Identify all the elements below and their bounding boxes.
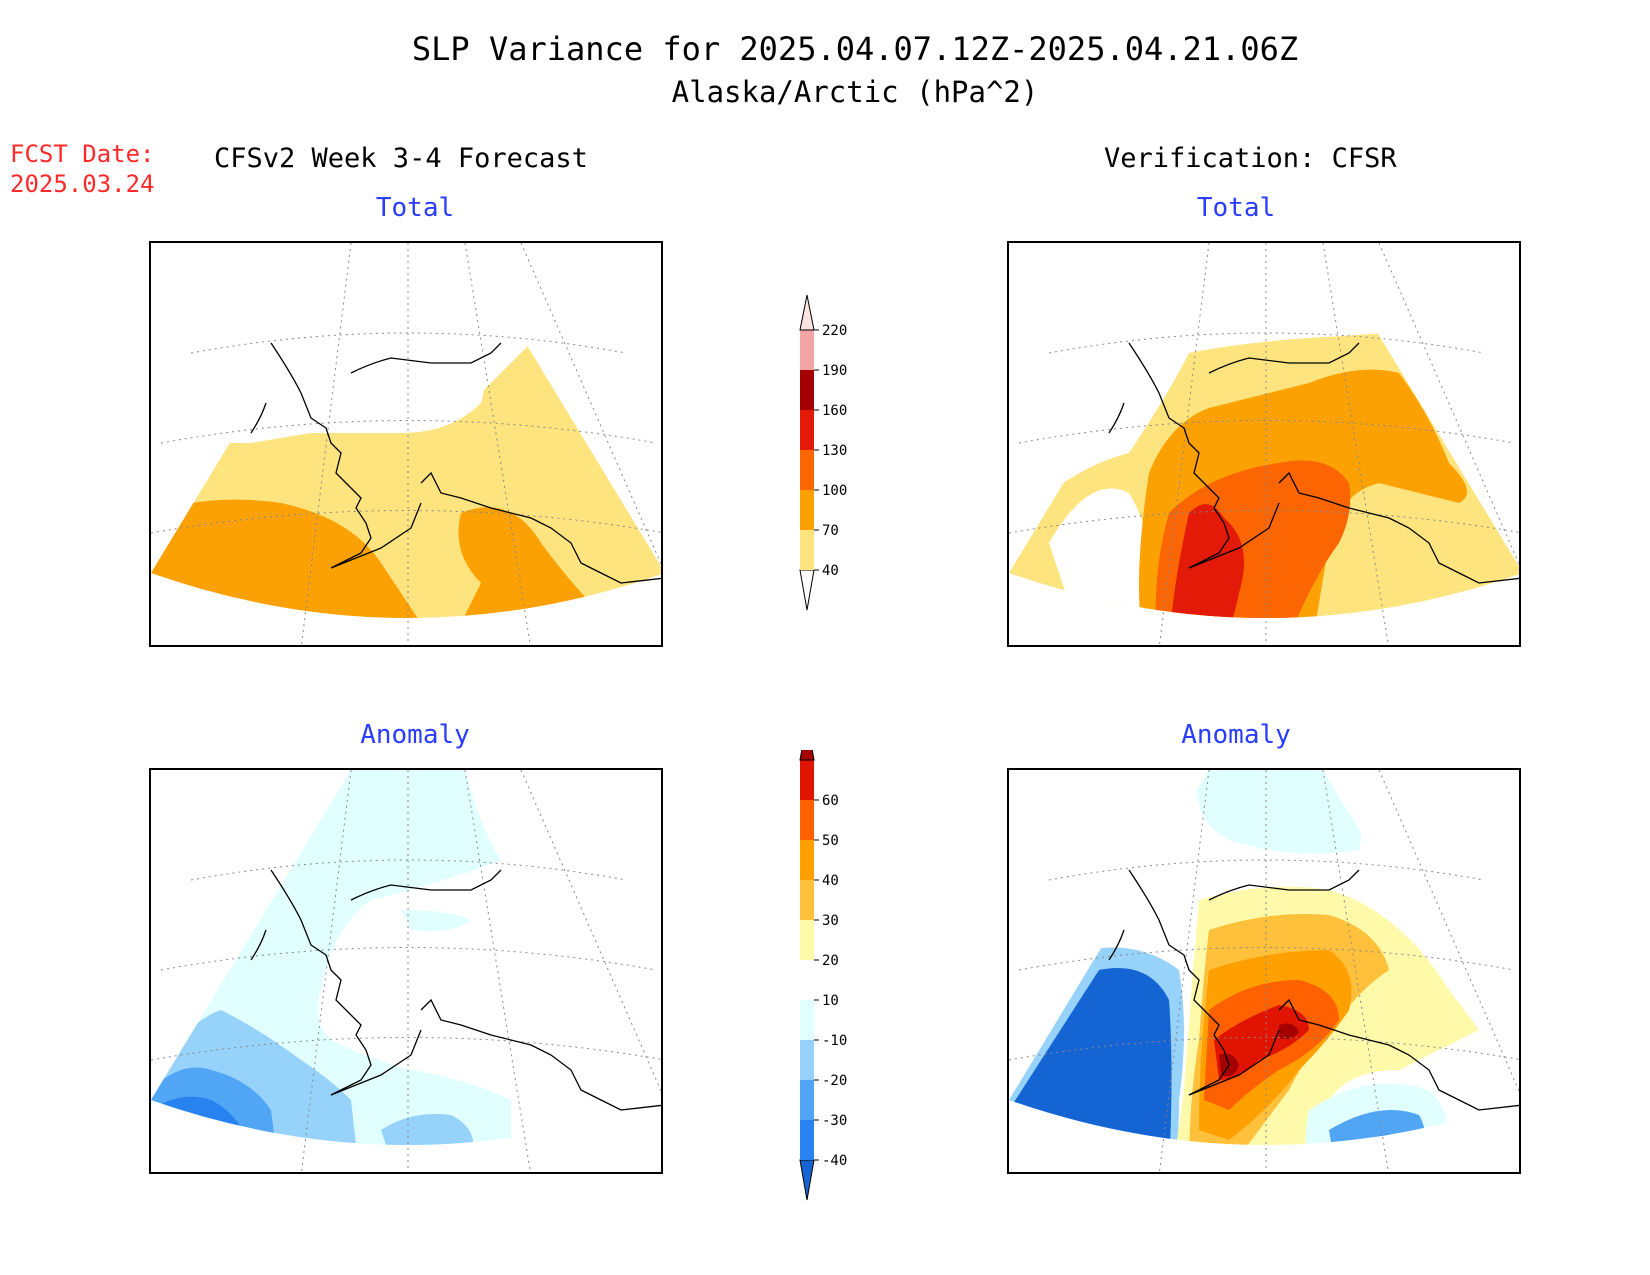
longitude-line bbox=[1378, 770, 1519, 1093]
total-swatch bbox=[800, 450, 814, 490]
coastline bbox=[1108, 929, 1125, 961]
total-label: 70 bbox=[822, 523, 839, 539]
anomaly-colorbar: -40 -30 -20 -10 10 20 30 40 50 60 bbox=[799, 750, 847, 1201]
coastline bbox=[270, 869, 372, 1096]
coastline bbox=[330, 502, 422, 569]
coastline bbox=[330, 1029, 422, 1096]
white-region bbox=[1049, 488, 1152, 613]
mid-blue-region bbox=[1329, 1110, 1425, 1145]
anomaly-label: -20 bbox=[822, 1073, 847, 1089]
anomaly-swatch bbox=[800, 800, 814, 840]
coastline bbox=[270, 342, 372, 569]
total-label: 130 bbox=[822, 443, 847, 459]
verification-total-map bbox=[1007, 241, 1521, 647]
latitude-line bbox=[1009, 1037, 1519, 1061]
total-label: 40 bbox=[822, 563, 839, 579]
anomaly-low-triangle bbox=[799, 1159, 815, 1201]
coastline bbox=[1128, 869, 1230, 1096]
anomaly-label: 60 bbox=[822, 793, 839, 809]
coastline bbox=[1188, 502, 1280, 569]
total-swatch bbox=[800, 490, 814, 530]
latitude-line bbox=[1048, 859, 1485, 881]
anomaly-label: 10 bbox=[822, 993, 839, 1009]
total-low-triangle bbox=[799, 569, 815, 611]
coastline bbox=[1128, 342, 1230, 569]
coastline bbox=[420, 471, 661, 584]
coastline bbox=[250, 929, 267, 961]
longitude-line bbox=[464, 770, 531, 1172]
longitude-line bbox=[464, 243, 531, 645]
coastline bbox=[1188, 1029, 1280, 1096]
anomaly-swatch bbox=[800, 760, 814, 800]
anomaly-label: 30 bbox=[822, 913, 839, 929]
anomaly-swatch bbox=[800, 920, 814, 960]
forecast-total-map bbox=[149, 241, 663, 647]
anomaly-label: -30 bbox=[822, 1113, 847, 1129]
verification-anomaly-subtitle: Anomaly bbox=[1181, 720, 1291, 750]
coastline bbox=[350, 869, 502, 901]
coastline bbox=[350, 342, 502, 374]
anomaly-swatch bbox=[800, 840, 814, 880]
total-label: 190 bbox=[822, 363, 847, 379]
coastline bbox=[1208, 342, 1360, 374]
coastline bbox=[420, 998, 661, 1111]
longitude-line bbox=[1158, 770, 1210, 1172]
coastline bbox=[1108, 402, 1125, 434]
dark-red-region bbox=[1279, 1023, 1299, 1040]
light-blue-region bbox=[381, 1114, 474, 1145]
light-cyan-region bbox=[1197, 770, 1361, 854]
longitude-line bbox=[300, 770, 352, 1172]
total-swatch bbox=[800, 370, 814, 410]
anomaly-label: 50 bbox=[822, 833, 839, 849]
verification-column-heading: Verification: CFSR bbox=[1104, 143, 1397, 174]
longitude-line bbox=[520, 243, 661, 566]
anomaly-swatch bbox=[800, 1120, 814, 1160]
anomaly-swatch bbox=[800, 1000, 814, 1040]
forecast-column-heading: CFSv2 Week 3-4 Forecast bbox=[214, 143, 588, 174]
longitude-line bbox=[1158, 243, 1210, 645]
main-subtitle: Alaska/Arctic (hPa^2) bbox=[671, 75, 1039, 109]
coastline bbox=[250, 402, 267, 434]
anomaly-swatch bbox=[800, 1040, 814, 1080]
forecast-total-subtitle: Total bbox=[375, 193, 455, 223]
longitude-line bbox=[1322, 770, 1389, 1172]
verification-anomaly-map bbox=[1007, 768, 1521, 1174]
coastline bbox=[1208, 869, 1360, 901]
latitude-line bbox=[151, 510, 661, 534]
longitude-line bbox=[1378, 243, 1519, 566]
total-label: 100 bbox=[822, 483, 847, 499]
anomaly-swatch bbox=[800, 880, 814, 920]
longitude-line bbox=[1322, 243, 1389, 645]
fcst-date-value: 2025.03.24 bbox=[10, 170, 155, 198]
forecast-anomaly-subtitle: Anomaly bbox=[360, 720, 470, 750]
forecast-anomaly-map bbox=[149, 768, 663, 1174]
white-region bbox=[401, 910, 471, 932]
main-title: SLP Variance for 2025.04.07.12Z-2025.04.… bbox=[411, 30, 1299, 68]
total-swatch bbox=[800, 330, 814, 370]
latitude-line bbox=[190, 332, 627, 354]
total-label: 160 bbox=[822, 403, 847, 419]
longitude-line bbox=[520, 770, 661, 1093]
anomaly-high-triangle bbox=[799, 750, 815, 761]
anomaly-label: -10 bbox=[822, 1033, 847, 1049]
total-swatch bbox=[800, 410, 814, 450]
total-high-triangle bbox=[799, 294, 815, 331]
latitude-line bbox=[151, 1037, 661, 1061]
fcst-date-label: FCST Date: bbox=[10, 140, 155, 168]
latitude-line bbox=[1009, 510, 1519, 534]
total-swatch bbox=[800, 530, 814, 570]
total-label: 220 bbox=[822, 323, 847, 339]
coastline bbox=[1278, 471, 1519, 584]
anomaly-label: 20 bbox=[822, 953, 839, 969]
anomaly-label: 40 bbox=[822, 873, 839, 889]
total-colorbar: 40 70 100 130 160 190 220 bbox=[799, 294, 847, 611]
dark-blue-region bbox=[1349, 1134, 1409, 1145]
anomaly-label: -40 bbox=[822, 1153, 847, 1169]
verification-total-subtitle: Total bbox=[1196, 193, 1276, 223]
longitude-line bbox=[300, 243, 352, 645]
anomaly-swatch bbox=[800, 1080, 814, 1120]
coastline bbox=[1278, 998, 1519, 1111]
white-region bbox=[371, 368, 484, 433]
anomaly-swatch bbox=[800, 960, 814, 1000]
